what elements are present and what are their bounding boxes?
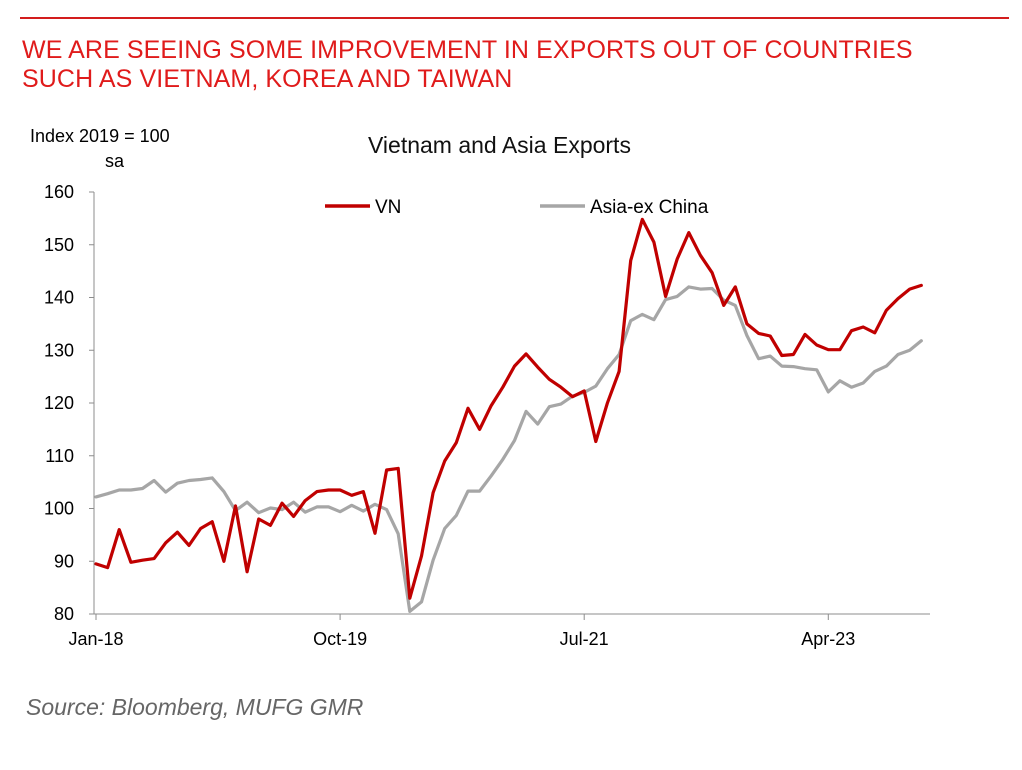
y-axis-label: Index 2019 = 100 [30,126,170,146]
chart-title: Vietnam and Asia Exports [368,132,631,158]
source-note: Source: Bloomberg, MUFG GMR [26,694,364,720]
y-tick-label: 90 [54,551,74,571]
x-tick-label: Oct-19 [313,629,367,649]
y-tick-label: 80 [54,604,74,624]
x-tick-label: Jan-18 [68,629,123,649]
headline: WE ARE SEEING SOME IMPROVEMENT IN EXPORT… [22,36,1002,94]
headline-line-2: SUCH AS VIETNAM, KOREA AND TAIWAN [22,65,513,93]
legend-vn-label: VN [375,197,401,218]
y-tick-label: 100 [44,499,74,519]
headline-line-1: WE ARE SEEING SOME IMPROVEMENT IN EXPORT… [22,36,913,64]
legend-asia-ex-china-label: Asia-ex China [590,197,709,218]
top-rule [20,17,1009,19]
y-tick-label: 150 [44,235,74,255]
x-tick-label: Jul-21 [560,629,609,649]
y-tick-label: 130 [44,340,74,360]
exports-line-chart: 80 90 100 110 120 130 140 150 160 Jan-18 Oct-19 Jul… [44,182,930,649]
y-axis-unit-label: sa [105,151,125,171]
series-line-asia-ex-china [94,285,923,614]
y-tick-label: 110 [45,446,74,466]
x-tick-label: Apr-23 [801,629,855,649]
y-tick-label: 140 [44,288,74,308]
y-tick-label: 120 [44,393,74,413]
series-line-vn [94,217,923,600]
y-tick-label: 160 [44,182,74,202]
